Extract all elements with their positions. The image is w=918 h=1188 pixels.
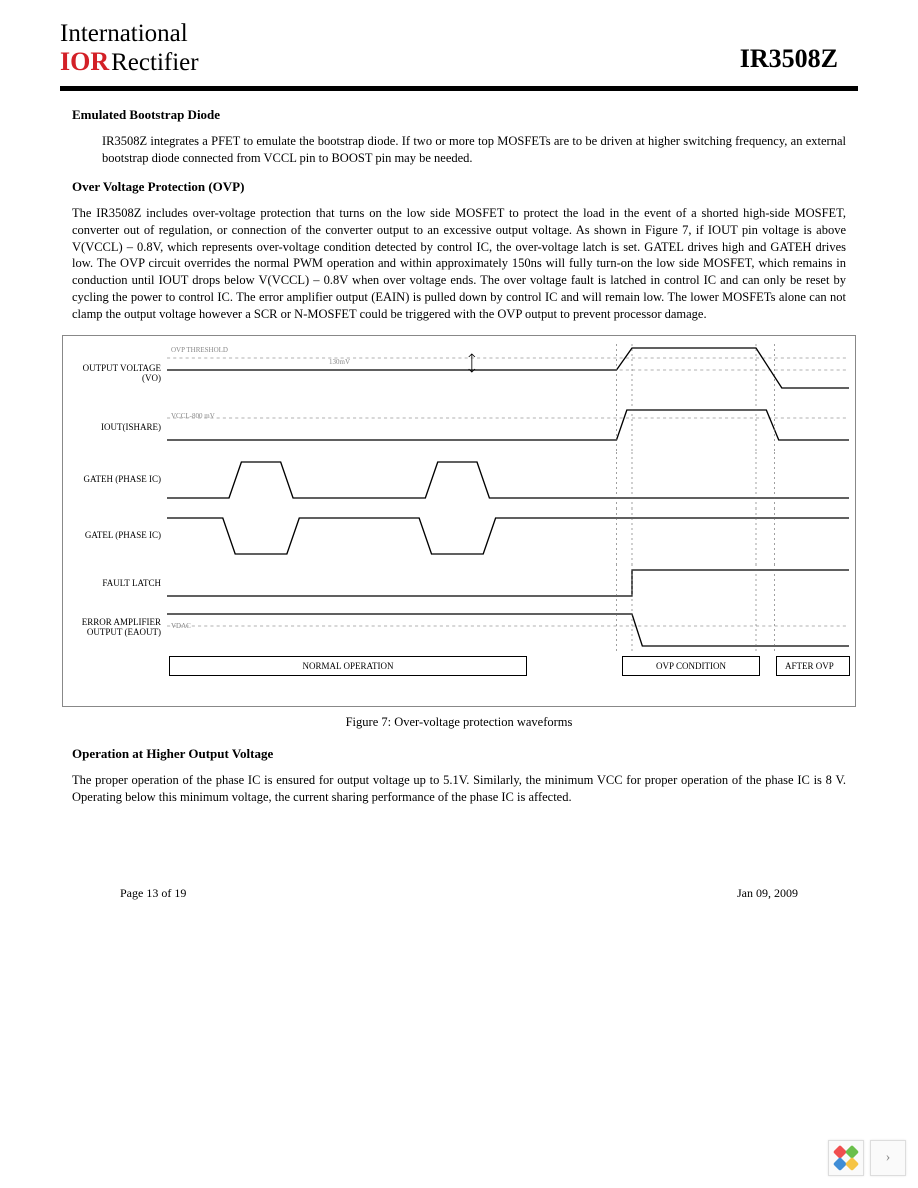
- header-rule: [60, 86, 858, 91]
- paragraph-higher-vout: The proper operation of the phase IC is …: [72, 772, 846, 806]
- signal-label-vo: OUTPUT VOLTAGE (VO): [69, 364, 167, 384]
- region-labels: NORMAL OPERATION OVP CONDITION AFTER OVP: [69, 656, 849, 676]
- signal-plot-iout: VCCL-800 mV: [167, 404, 849, 452]
- paragraph-ebd: IR3508Z integrates a PFET to emulate the…: [72, 133, 846, 167]
- section-title-ovp: Over Voltage Protection (OVP): [72, 179, 858, 195]
- page-footer: Page 13 of 19 Jan 09, 2009: [120, 886, 798, 901]
- note-vccl: VCCL-800 mV: [171, 412, 215, 420]
- logo-line2: IOR Rectifier: [60, 48, 199, 77]
- signal-label-fault: FAULT LATCH: [69, 579, 167, 589]
- signal-row-eaout: ERROR AMPLIFIER OUTPUT (EAOUT) VDAC: [69, 604, 849, 652]
- ior-mark: IOR: [60, 48, 109, 77]
- color-logo-icon: [835, 1147, 857, 1169]
- signal-plot-gateh: [167, 452, 849, 508]
- signal-plot-gatel: [167, 508, 849, 564]
- signal-plot-vo: OVP THRESHOLD 130mV: [167, 344, 849, 404]
- paragraph-ovp: The IR3508Z includes over-voltage protec…: [72, 205, 846, 323]
- page-number: Page 13 of 19: [120, 886, 186, 901]
- note-ovp-threshold: OVP THRESHOLD: [171, 346, 228, 354]
- viewer-toolbar: ›: [828, 1140, 906, 1176]
- region-ovp: OVP CONDITION: [622, 656, 760, 676]
- signal-label-gatel: GATEL (PHASE IC): [69, 531, 167, 541]
- figure-7: OUTPUT VOLTAGE (VO) OVP THRESHOLD 130mV: [62, 335, 856, 707]
- region-after: AFTER OVP: [776, 656, 850, 676]
- section-title-ebd: Emulated Bootstrap Diode: [72, 107, 858, 123]
- signal-row-iout: IOUT(ISHARE) VCCL-800 mV: [69, 404, 849, 452]
- region-normal: NORMAL OPERATION: [169, 656, 527, 676]
- note-delta: 130mV: [329, 358, 350, 366]
- signal-row-gatel: GATEL (PHASE IC): [69, 508, 849, 564]
- signal-row-gateh: GATEH (PHASE IC): [69, 452, 849, 508]
- signal-plot-eaout: VDAC: [167, 604, 849, 652]
- page: International IOR Rectifier IR3508Z Emul…: [0, 0, 918, 921]
- signal-label-iout: IOUT(ISHARE): [69, 423, 167, 433]
- part-number: IR3508Z: [740, 44, 838, 74]
- note-vdac: VDAC: [171, 622, 191, 630]
- header: International IOR Rectifier IR3508Z: [60, 20, 858, 76]
- chevron-right-icon: ›: [886, 1150, 891, 1166]
- signal-label-gateh: GATEH (PHASE IC): [69, 475, 167, 485]
- next-page-button[interactable]: ›: [870, 1140, 906, 1176]
- logo-line1: International: [60, 20, 199, 48]
- app-logo-button[interactable]: [828, 1140, 864, 1176]
- signal-row-vo: OUTPUT VOLTAGE (VO) OVP THRESHOLD 130mV: [69, 344, 849, 404]
- company-logo: International IOR Rectifier: [60, 20, 199, 76]
- signal-label-eaout: ERROR AMPLIFIER OUTPUT (EAOUT): [69, 618, 167, 638]
- figure-caption: Figure 7: Over-voltage protection wavefo…: [60, 715, 858, 730]
- section-title-higher-vout: Operation at Higher Output Voltage: [72, 746, 858, 762]
- logo-rectifier: Rectifier: [111, 49, 198, 77]
- signal-plot-fault: [167, 564, 849, 604]
- signal-row-fault: FAULT LATCH: [69, 564, 849, 604]
- footer-date: Jan 09, 2009: [737, 886, 798, 901]
